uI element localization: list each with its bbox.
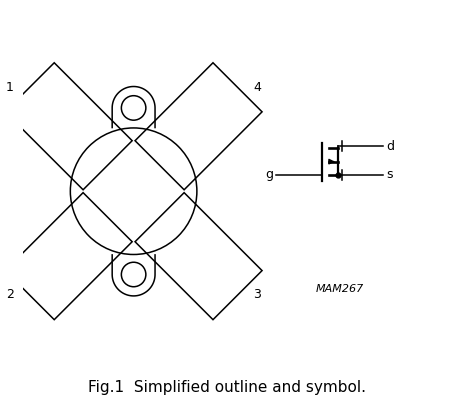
Text: d: d bbox=[386, 140, 394, 153]
Text: 4: 4 bbox=[253, 81, 261, 94]
Text: g: g bbox=[265, 169, 273, 181]
Text: 3: 3 bbox=[253, 289, 261, 301]
Text: 1: 1 bbox=[6, 81, 14, 94]
Text: MAM267: MAM267 bbox=[315, 284, 364, 294]
Text: 2: 2 bbox=[6, 289, 14, 301]
Text: Fig.1  Simplified outline and symbol.: Fig.1 Simplified outline and symbol. bbox=[89, 380, 366, 395]
Text: s: s bbox=[387, 169, 393, 181]
